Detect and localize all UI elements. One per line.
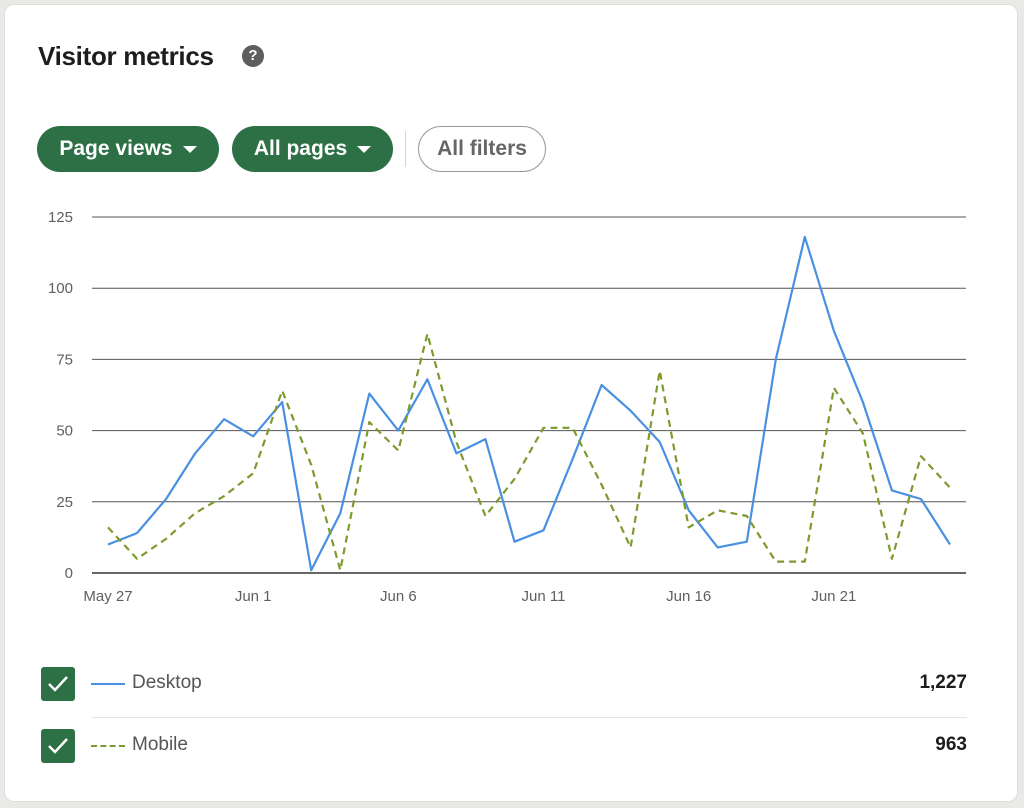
metric-dropdown-label: Page views	[59, 137, 173, 160]
checkmark-icon	[48, 738, 68, 754]
x-axis-ticks: May 27 Jun 1 Jun 6 Jun 11 Jun 16 Jun 21	[83, 588, 856, 605]
pages-dropdown-label: All pages	[253, 137, 348, 160]
y-tick-label: 125	[48, 209, 73, 226]
visitor-line-chart: 0 25 50 75 100 125 May 27 Jun 1 Jun 6 Jun 11 Jun …	[48, 209, 966, 605]
caret-down-icon	[357, 145, 372, 153]
y-tick-label: 75	[56, 351, 73, 368]
y-axis-ticks: 0 25 50 75 100 125	[48, 209, 73, 582]
chart-gridlines	[92, 216, 966, 574]
desktop-total: 1,227	[919, 672, 967, 693]
series-line-mobile	[107, 332, 951, 572]
desktop-legend-label: Desktop	[132, 672, 202, 693]
y-tick-label: 25	[56, 494, 73, 511]
desktop-line-swatch	[91, 683, 125, 685]
x-tick-label: Jun 6	[380, 588, 417, 605]
mobile-legend-label: Mobile	[132, 734, 188, 755]
y-tick-label: 100	[48, 280, 73, 297]
visitor-metrics-card: Visitor metrics ? Page views All pages A…	[4, 4, 1018, 802]
help-icon[interactable]: ?	[242, 45, 264, 67]
x-tick-label: Jun 11	[522, 588, 566, 605]
x-tick-label: Jun 21	[811, 588, 856, 605]
x-tick-label: Jun 1	[235, 588, 272, 605]
desktop-checkbox[interactable]	[41, 667, 75, 701]
y-tick-label: 50	[56, 423, 73, 440]
mobile-checkbox[interactable]	[41, 729, 75, 763]
mobile-total: 963	[935, 734, 967, 755]
legend-row-desktop: Desktop 1,227	[41, 657, 967, 717]
x-tick-label: Jun 16	[666, 588, 711, 605]
legend-row-mobile: Mobile 963	[41, 719, 967, 779]
all-filters-label: All filters	[437, 137, 527, 160]
y-tick-label: 0	[65, 565, 73, 582]
checkmark-icon	[48, 676, 68, 692]
caret-down-icon	[182, 145, 197, 153]
legend-divider	[92, 717, 967, 718]
pages-dropdown[interactable]: All pages	[232, 126, 393, 172]
metric-dropdown[interactable]: Page views	[37, 126, 219, 172]
filter-divider	[405, 131, 406, 167]
chart-series	[107, 235, 951, 572]
series-line-desktop	[107, 235, 951, 572]
x-tick-label: May 27	[83, 588, 132, 605]
mobile-line-swatch	[91, 745, 125, 747]
card-title: Visitor metrics	[38, 41, 214, 71]
all-filters-button[interactable]: All filters	[418, 126, 546, 172]
